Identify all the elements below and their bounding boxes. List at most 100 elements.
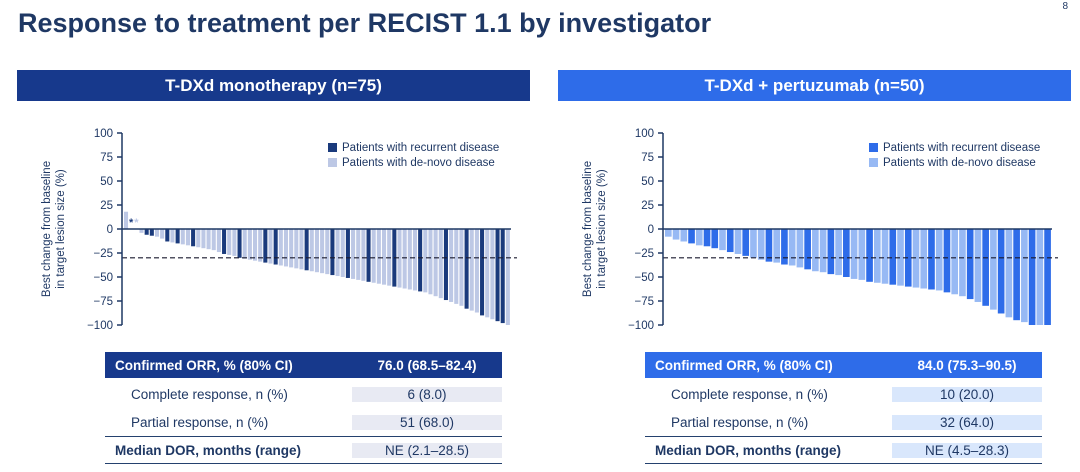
patient-bar (211, 229, 216, 251)
panel-combination: T-DXd + pertuzumab (n=50) 100 75 50 25 0 −25 −… (558, 70, 1071, 465)
patient-bar (469, 229, 474, 311)
table-row-label: Partial response, n (%) (671, 414, 809, 430)
patient-bar (881, 229, 889, 284)
table-row-value: 84.0 (75.3–90.5) (917, 357, 1017, 373)
legend-label: Patients with recurrent disease (342, 142, 499, 154)
table-row-label: Complete response, n (%) (131, 386, 288, 402)
table-row-value: 76.0 (68.5–82.4) (377, 357, 477, 373)
patient-bar (500, 229, 505, 324)
patient-bar (835, 229, 842, 276)
patient-bar (165, 229, 170, 242)
patient-bar (990, 229, 997, 310)
patient-bar (227, 229, 232, 255)
patient-bar (1028, 229, 1036, 325)
y-tick-label: 25 (641, 200, 654, 212)
table-row: Median DOR, months (range) NE (4.5–28.3) (645, 436, 1042, 464)
patient-bar (299, 229, 304, 270)
y-tick-label: 75 (100, 152, 113, 164)
waterfall-svg-monotherapy: * * 100 75 50 25 0 −25 −50 −75 −100 Best change fro… (41, 128, 517, 332)
patient-bar (897, 229, 904, 286)
patient-bar (216, 229, 221, 253)
table-row-label: Confirmed ORR, % (80% CI) (115, 357, 293, 373)
legend-swatch (869, 158, 878, 167)
patient-bar (170, 229, 175, 243)
patient-bar (340, 229, 345, 277)
y-tick-label: 100 (94, 128, 113, 140)
patient-bar (237, 229, 242, 258)
patient-bar (345, 229, 350, 278)
patient-bar (258, 229, 263, 262)
patient-bar (206, 229, 211, 250)
patient-bar (480, 229, 485, 316)
patient-bar (268, 229, 273, 264)
zero-change-marker: * (129, 217, 134, 229)
patient-bar (449, 229, 454, 302)
patient-bar (418, 229, 423, 292)
y-tick-label: −25 (93, 248, 113, 260)
y-tick-label: 50 (100, 176, 113, 188)
patient-bar (495, 229, 500, 322)
patient-bar (154, 229, 160, 237)
table-row: Median DOR, months (range) NE (2.1–28.5) (105, 436, 502, 464)
waterfall-chart-combination: 100 75 50 25 0 −25 −50 −75 −100 Best change from … (558, 101, 1071, 345)
patient-bar (935, 229, 943, 291)
patient-bar (827, 229, 835, 275)
patient-bar (438, 229, 443, 299)
patient-bar (695, 229, 703, 246)
stats-table-combination: Confirmed ORR, % (80% CI) 84.0 (75.3–90.5… (645, 352, 1042, 464)
patient-bar (443, 229, 448, 301)
patient-bar (781, 229, 788, 265)
patient-bar (858, 229, 866, 280)
y-tick-label: 100 (635, 128, 654, 140)
table-row-value: 51 (68.0) (352, 414, 502, 430)
patient-bar (144, 229, 149, 235)
y-axis-title: Best change from baseline in target lesio… (41, 161, 67, 297)
patient-bar (253, 229, 258, 261)
table-row-value: 6 (8.0) (352, 386, 502, 402)
waterfall-chart-monotherapy: * * 100 75 50 25 0 −25 −50 −75 −100 Best change fro… (17, 101, 530, 345)
table-row-value: NE (2.1–28.5) (352, 442, 502, 458)
patient-bar (672, 229, 680, 240)
patient-bar (703, 229, 711, 247)
patient-bar (680, 229, 688, 242)
patient-bar (1005, 229, 1013, 318)
patient-bar (943, 229, 951, 293)
patient-bar (423, 229, 428, 293)
patient-bar (366, 229, 371, 282)
patient-bar (796, 229, 804, 268)
patient-bar (750, 229, 757, 258)
patient-bar (314, 229, 319, 273)
patient-bar (757, 229, 765, 260)
patient-bar (904, 229, 912, 287)
patient-bar (273, 229, 278, 265)
patient-bar (974, 229, 982, 302)
patient-bar (294, 229, 299, 269)
patient-bar (505, 229, 510, 325)
patient-bar (742, 229, 750, 256)
patient-bar (196, 229, 201, 248)
patient-bar (997, 229, 1005, 314)
patient-bar (278, 229, 283, 266)
page-number: 8 (1062, 1, 1068, 12)
legend-label: Patients with recurrent disease (883, 142, 1040, 154)
patient-bar (966, 229, 974, 300)
patient-bar (464, 229, 469, 309)
patient-bar (873, 229, 881, 283)
y-axis-title: Best change from baseline in target lesio… (582, 161, 608, 297)
table-row-value: 10 (20.0) (892, 386, 1042, 402)
patient-bar (428, 229, 433, 295)
table-row: Confirmed ORR, % (80% CI) 76.0 (68.5–82.4… (105, 352, 502, 378)
patient-bar (185, 229, 190, 246)
y-tick-label: 0 (648, 224, 654, 236)
patient-bar (180, 229, 185, 245)
y-tick-label: −50 (634, 272, 654, 284)
patient-bar (263, 229, 268, 263)
table-row: Partial response, n (%) 32 (64.0) (645, 408, 1042, 436)
patient-bar (711, 229, 719, 249)
table-row: Complete response, n (%) 10 (20.0) (645, 380, 1042, 408)
table-row: Partial response, n (%) 51 (68.0) (105, 408, 502, 436)
patient-bar (139, 229, 144, 233)
zero-change-marker: * (134, 217, 139, 229)
patient-bar (719, 229, 726, 251)
patient-bar (351, 229, 356, 279)
